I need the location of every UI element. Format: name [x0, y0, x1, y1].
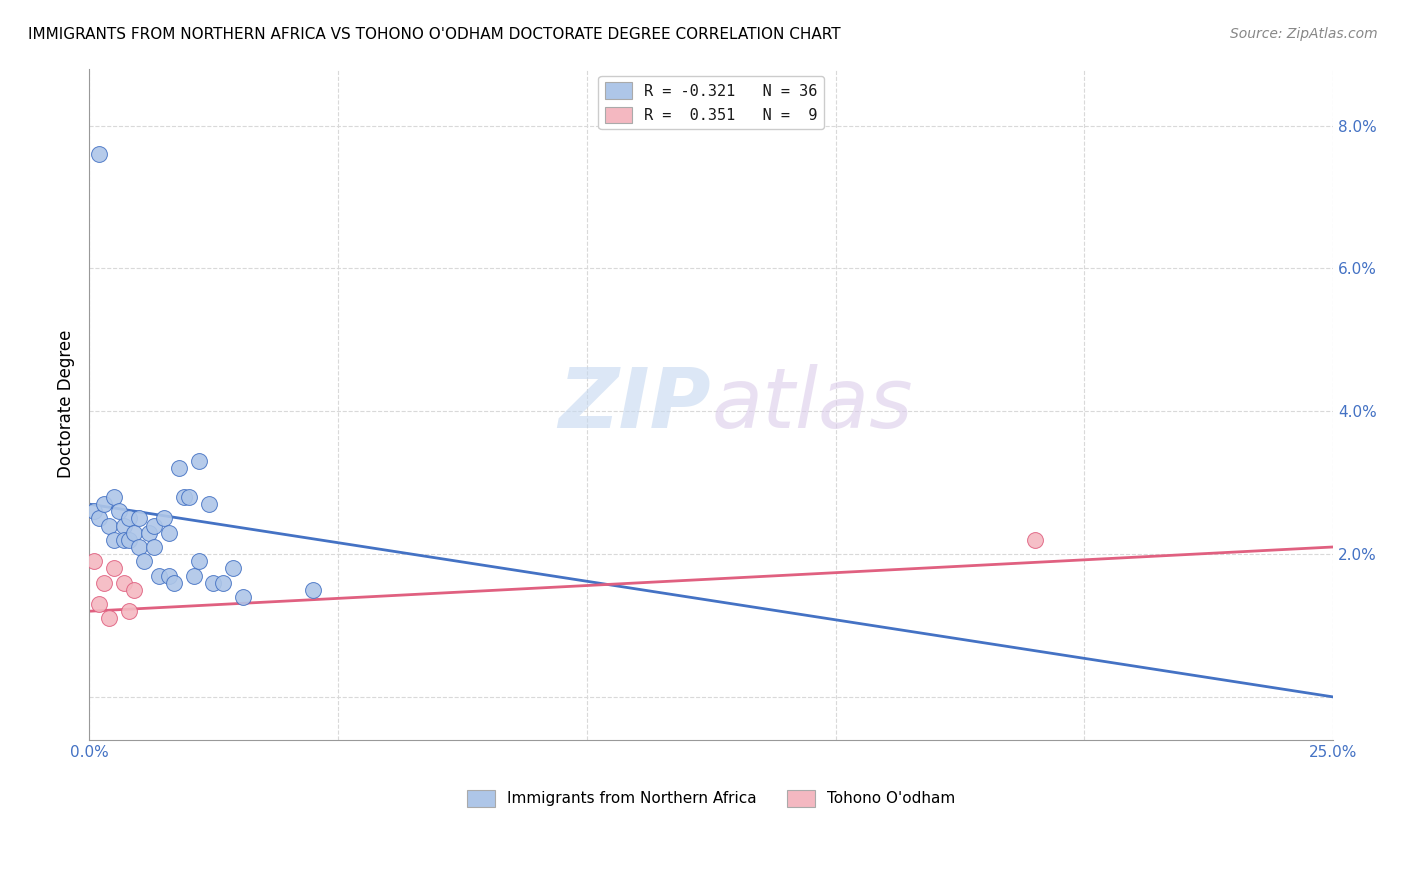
- Point: [87, 511, 110, 525]
- Point: [122, 525, 145, 540]
- Point: [103, 561, 125, 575]
- Text: IMMIGRANTS FROM NORTHERN AFRICA VS TOHONO O'ODHAM DOCTORATE DEGREE CORRELATION C: IMMIGRANTS FROM NORTHERN AFRICA VS TOHON…: [28, 27, 841, 42]
- Point: [302, 582, 325, 597]
- Point: [112, 518, 135, 533]
- Point: [222, 561, 245, 575]
- Point: [167, 461, 190, 475]
- Point: [128, 540, 150, 554]
- Point: [157, 525, 180, 540]
- Point: [173, 490, 195, 504]
- Point: [177, 490, 200, 504]
- Text: atlas: atlas: [711, 364, 912, 444]
- Point: [118, 533, 141, 547]
- Text: ZIP: ZIP: [558, 364, 711, 444]
- Point: [157, 568, 180, 582]
- Point: [183, 568, 205, 582]
- Point: [118, 604, 141, 618]
- Point: [103, 533, 125, 547]
- Point: [202, 575, 225, 590]
- Point: [163, 575, 186, 590]
- Point: [138, 525, 160, 540]
- Point: [103, 490, 125, 504]
- Point: [98, 518, 121, 533]
- Point: [187, 554, 209, 568]
- Point: [128, 511, 150, 525]
- Point: [122, 582, 145, 597]
- Point: [93, 575, 115, 590]
- Point: [87, 597, 110, 611]
- Text: Source: ZipAtlas.com: Source: ZipAtlas.com: [1230, 27, 1378, 41]
- Point: [1024, 533, 1046, 547]
- Point: [108, 504, 131, 518]
- Point: [83, 554, 105, 568]
- Point: [142, 540, 165, 554]
- Point: [232, 590, 254, 604]
- Point: [148, 568, 170, 582]
- Point: [83, 504, 105, 518]
- Point: [98, 611, 121, 625]
- Point: [112, 533, 135, 547]
- Point: [142, 518, 165, 533]
- Point: [132, 554, 155, 568]
- Point: [212, 575, 235, 590]
- Point: [87, 147, 110, 161]
- Point: [118, 511, 141, 525]
- Point: [187, 454, 209, 468]
- Point: [152, 511, 174, 525]
- Point: [93, 497, 115, 511]
- Point: [112, 575, 135, 590]
- Y-axis label: Doctorate Degree: Doctorate Degree: [58, 330, 75, 478]
- Legend: Immigrants from Northern Africa, Tohono O'odham: Immigrants from Northern Africa, Tohono …: [461, 784, 962, 813]
- Point: [197, 497, 219, 511]
